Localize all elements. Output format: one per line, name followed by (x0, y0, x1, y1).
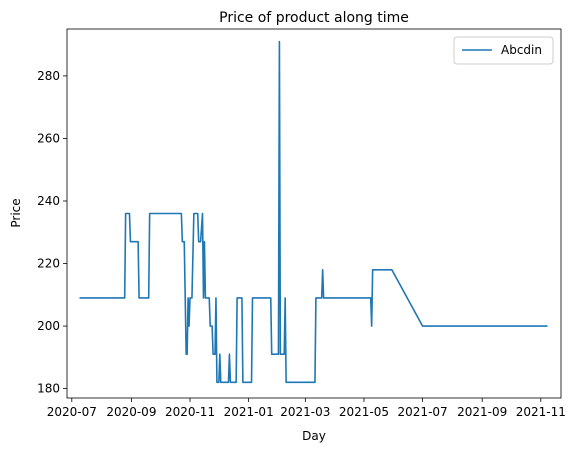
x-axis-title: Day (302, 429, 326, 443)
chart-title: Price of product along time (219, 10, 409, 26)
legend: Abcdin (453, 36, 554, 65)
series-line-abcdin (79, 40, 548, 384)
y-tick-label: 220 (37, 257, 60, 271)
x-ticks: 2020-07 2020-09 2020-11 2021-01 2021-03 2021-… (47, 398, 566, 419)
y-ticks: 180 200 220 240 260 280 (37, 69, 67, 396)
y-axis-title: Price (9, 198, 23, 227)
y-tick-label: 260 (37, 131, 60, 145)
y-tick-label: 200 (37, 319, 60, 333)
legend-label-abcdin: Abcdin (501, 43, 542, 57)
x-tick-label: 2021-05 (339, 405, 389, 419)
x-tick-label: 2021-11 (516, 405, 566, 419)
x-tick-label: 2021-01 (224, 405, 274, 419)
x-tick-label: 2021-03 (280, 405, 330, 419)
x-tick-label: 2021-07 (398, 405, 448, 419)
plot-frame (66, 28, 562, 399)
x-tick-label: 2021-09 (457, 405, 507, 419)
x-tick-label: 2020-07 (47, 405, 97, 419)
y-tick-label: 280 (37, 69, 60, 83)
data-layer (79, 40, 548, 384)
legend-box (453, 36, 554, 65)
x-tick-label: 2020-09 (106, 405, 156, 419)
x-tick-label: 2020-11 (165, 405, 215, 419)
y-tick-label: 180 (37, 382, 60, 396)
y-tick-label: 240 (37, 194, 60, 208)
